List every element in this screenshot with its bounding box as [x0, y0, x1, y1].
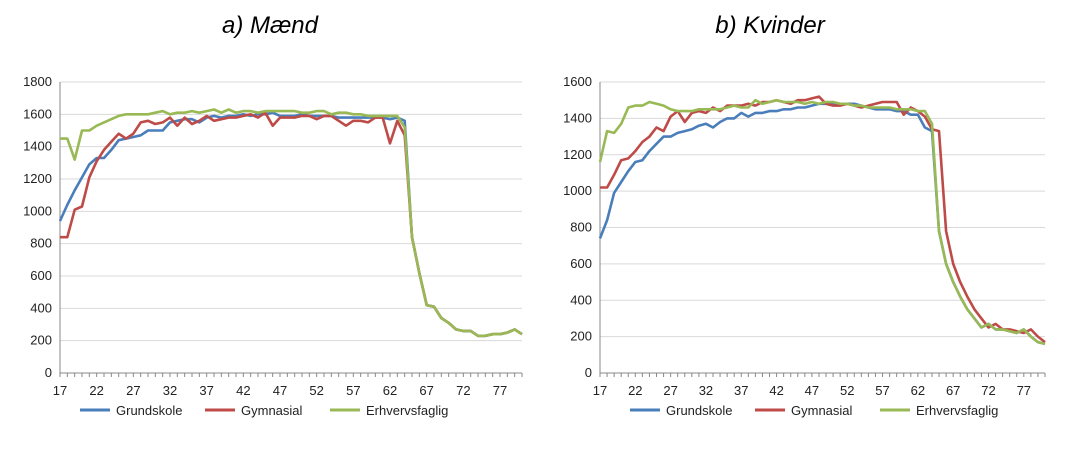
x-tick-label: 47	[273, 383, 287, 398]
series-line-grundskole	[58, 111, 523, 338]
y-tick-label: 0	[45, 365, 52, 380]
x-tick-label: 62	[383, 383, 397, 398]
y-tick-label: 1200	[23, 171, 52, 186]
y-tick-label: 1000	[23, 203, 52, 218]
chart-title-kvinder: b) Kvinder	[715, 12, 825, 39]
y-tick-label: 1400	[563, 110, 592, 125]
y-tick-label: 200	[570, 329, 592, 344]
x-tick-label: 42	[236, 383, 250, 398]
y-tick-label: 600	[30, 268, 52, 283]
series-line-gymnasial	[600, 95, 1046, 344]
y-tick-label: 400	[30, 300, 52, 315]
legend-label-erhvervsfaglig: Erhvervsfaglig	[366, 403, 448, 418]
y-tick-label: 0	[585, 365, 592, 380]
chart-title-maend: a) Mænd	[221, 12, 319, 39]
y-tick-label: 200	[30, 333, 52, 348]
y-tick-label: 1200	[563, 147, 592, 162]
y-tick-label: 600	[570, 256, 592, 271]
legend-label-grundskole: Grundskole	[116, 403, 182, 418]
x-tick-label: 32	[163, 383, 177, 398]
x-tick-label: 22	[628, 383, 642, 398]
y-tick-label: 1800	[23, 74, 52, 89]
x-tick-label: 52	[309, 383, 323, 398]
x-tick-label: 77	[493, 383, 507, 398]
y-tick-label: 1000	[563, 183, 592, 198]
x-tick-label: 27	[663, 383, 677, 398]
x-tick-label: 72	[456, 383, 470, 398]
series-line-gymnasial	[60, 111, 523, 338]
x-tick-label: 37	[734, 383, 748, 398]
legend-label-gymnasial: Gymnasial	[791, 403, 853, 418]
x-tick-label: 62	[911, 383, 925, 398]
x-tick-label: 67	[946, 383, 960, 398]
series-line-erhvervsfaglig	[598, 98, 1046, 346]
x-tick-label: 42	[769, 383, 783, 398]
chart-kvinder: 0 200 400 600 800 1000 1200 1400 1600 17 22 27 32 37 4…	[563, 74, 1046, 418]
x-tick-label: 47	[805, 383, 819, 398]
x-tick-label: 77	[1017, 383, 1031, 398]
y-tick-label: 1600	[23, 106, 52, 121]
x-tick-label: 72	[981, 383, 995, 398]
y-tick-label: 800	[570, 220, 592, 235]
y-tick-label: 800	[30, 236, 52, 251]
x-tick-label: 17	[53, 383, 67, 398]
x-tick-label: 57	[346, 383, 360, 398]
x-tick-label: 27	[126, 383, 140, 398]
y-tick-label: 1400	[23, 139, 52, 154]
y-tick-label: 400	[570, 292, 592, 307]
legend-label-gymnasial: Gymnasial	[241, 403, 303, 418]
x-tick-label: 32	[699, 383, 713, 398]
legend-label-erhvervsfaglig: Erhvervsfaglig	[916, 403, 998, 418]
series-line-erhvervsfaglig	[60, 108, 523, 338]
legend-label-grundskole: Grundskole	[666, 403, 732, 418]
x-tick-label: 67	[419, 383, 433, 398]
series-line-grundskole	[598, 102, 1046, 346]
chart-maend: 0 200 400 600 800 1000 1200 1400 1600 1800 17 22 27 3…	[23, 74, 523, 418]
x-tick-label: 52	[840, 383, 854, 398]
x-tick-label: 37	[199, 383, 213, 398]
x-tick-label: 57	[875, 383, 889, 398]
y-tick-label: 1600	[563, 74, 592, 89]
x-tick-label: 22	[89, 383, 103, 398]
x-tick-label: 17	[593, 383, 607, 398]
